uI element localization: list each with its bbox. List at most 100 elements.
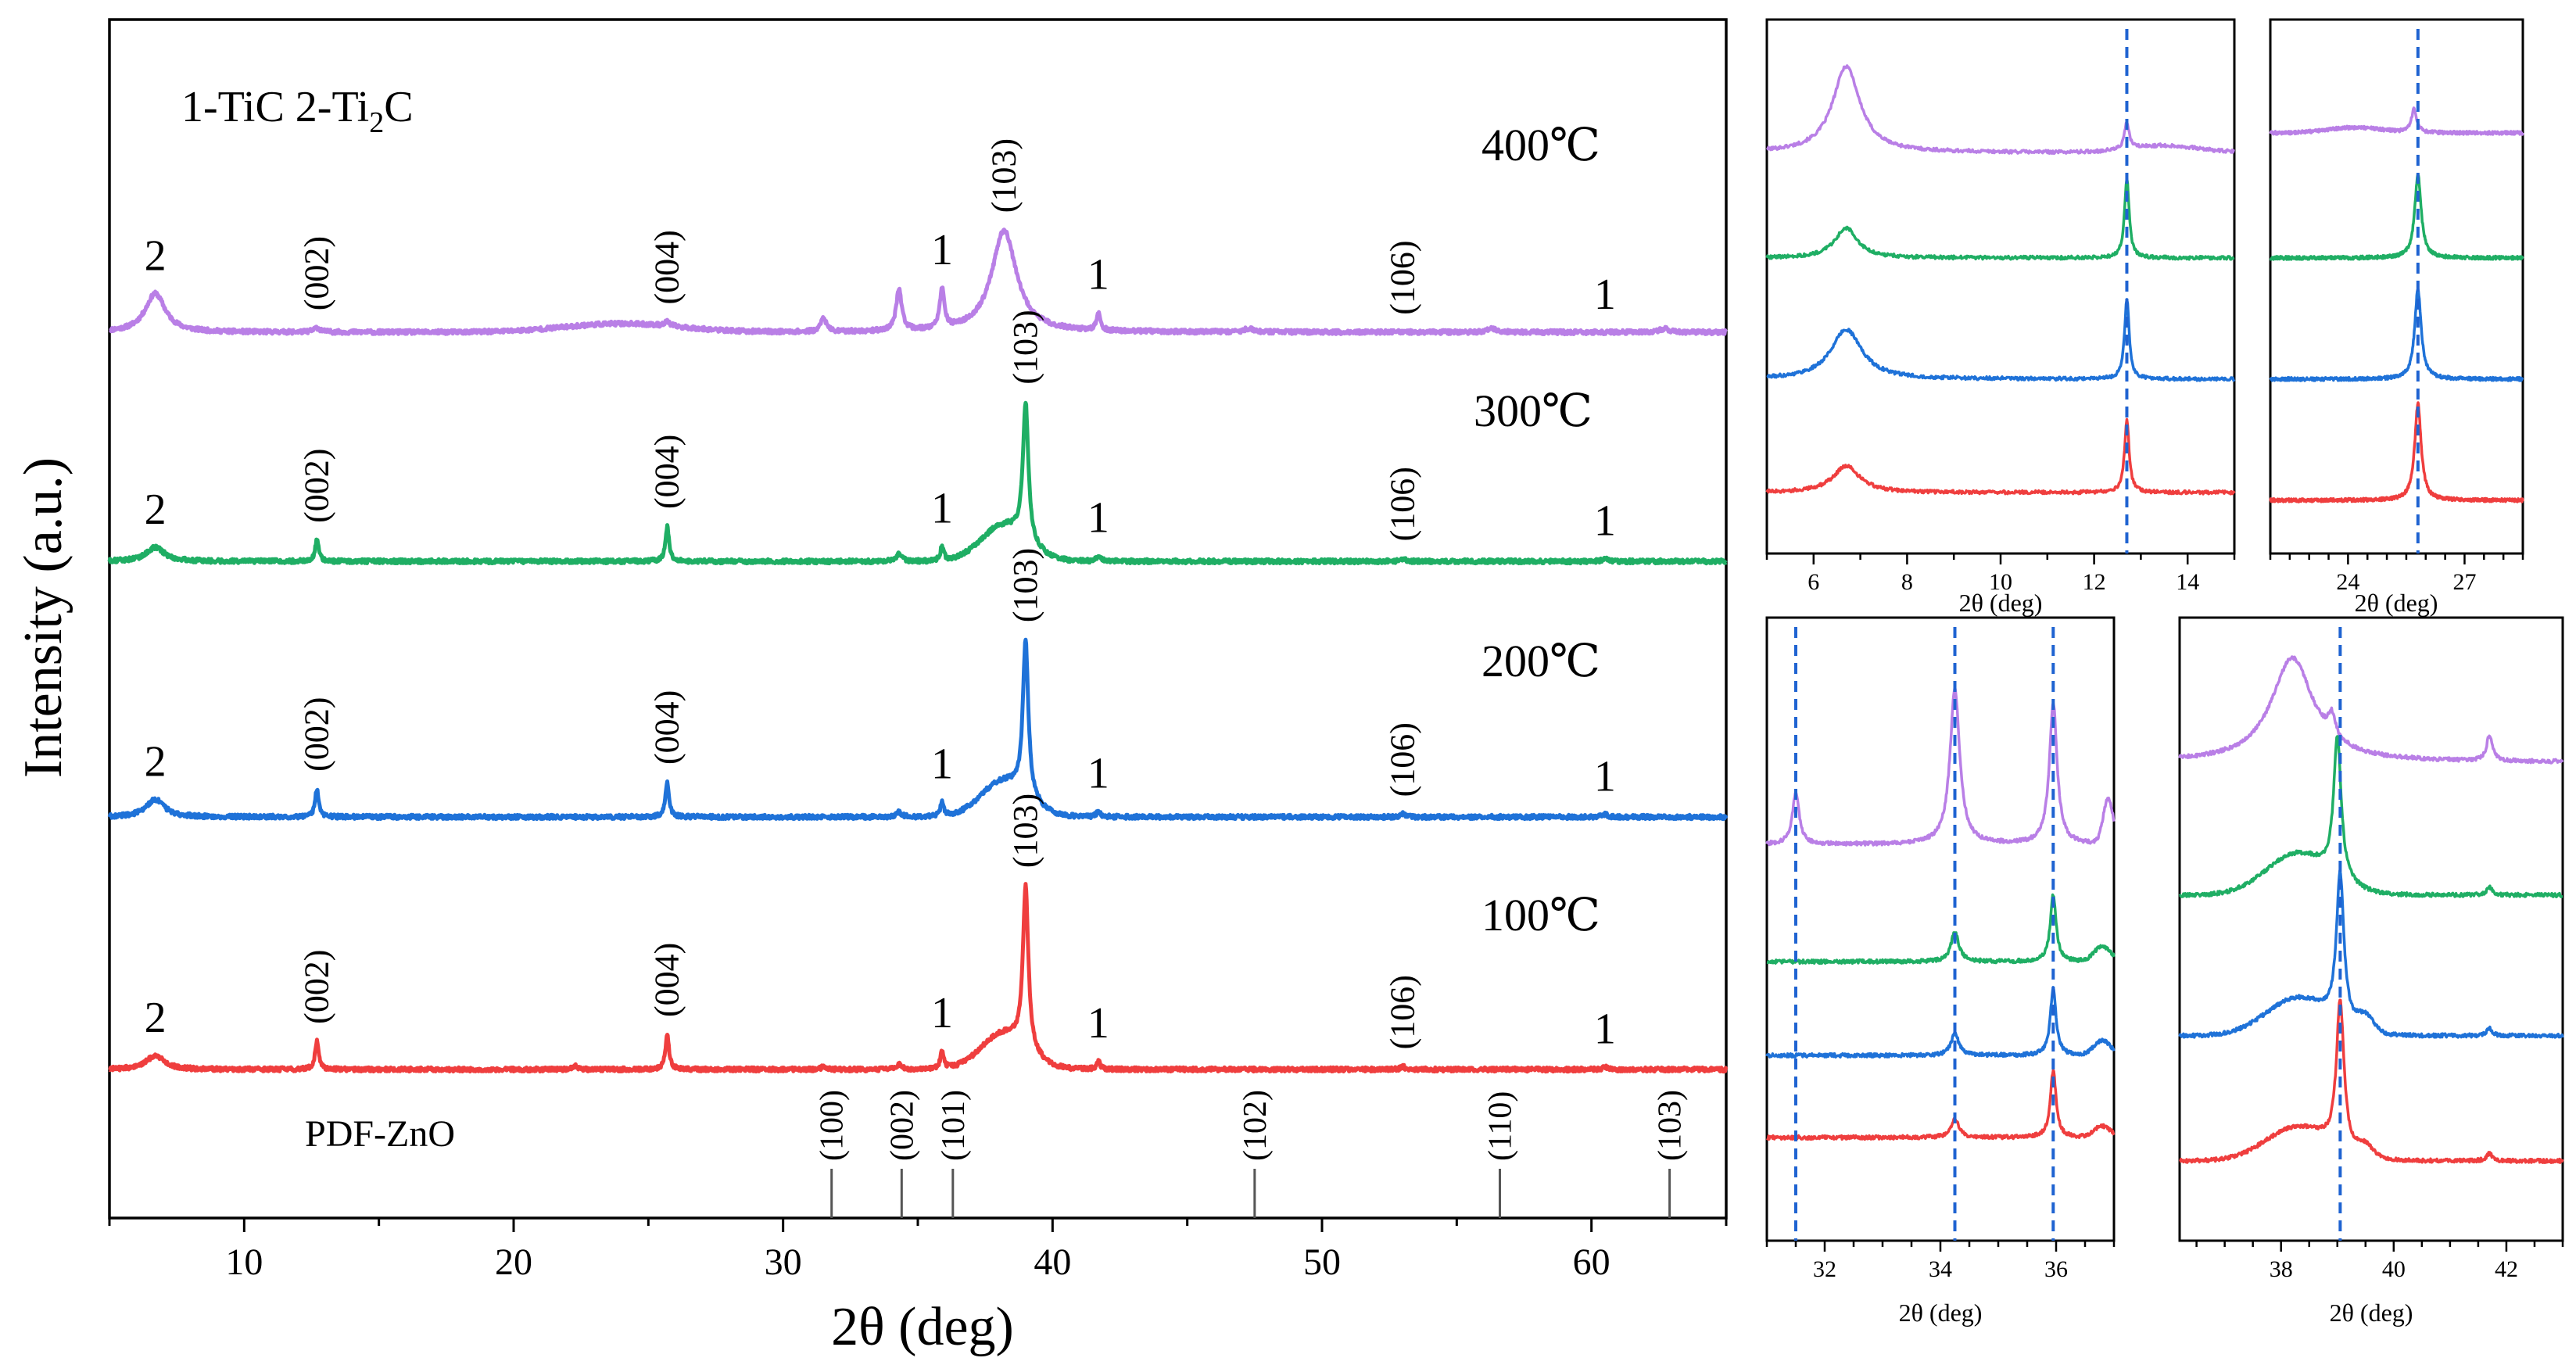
peak-label-phase: 1 xyxy=(931,989,953,1037)
inset_d-tick-label: 38 xyxy=(2270,1256,2293,1282)
x-tick-label: 30 xyxy=(765,1241,802,1283)
inset_a-series-line xyxy=(1765,177,2235,261)
inset_a-tick-label: 12 xyxy=(2083,569,2106,595)
peak-label-phase: 1 xyxy=(1594,270,1616,319)
reference-label: (110) xyxy=(1483,1091,1519,1161)
inset_b-series-line xyxy=(2269,106,2524,136)
inset_c-series-line xyxy=(1765,1069,2116,1141)
inset-a: 6 8 10 12 14 2θ (deg) xyxy=(1765,18,2236,617)
peak-label-phase: 1 xyxy=(1594,496,1616,545)
series-label-300: 300℃ xyxy=(1474,385,1593,436)
x-tick-label: 40 xyxy=(1034,1241,1071,1283)
inset_c-tick-label: 32 xyxy=(1813,1256,1836,1282)
main-panel: (100) (002) (101) (102) (110) (103) 10 20 30 40 5… xyxy=(13,18,1729,1357)
main-frame xyxy=(108,18,1728,1220)
inset_a-tick-label: 10 xyxy=(1989,569,2012,595)
inset_d-series-line xyxy=(2178,735,2563,898)
inset_b-series-line xyxy=(2269,401,2524,503)
peak-label: (103) xyxy=(1006,794,1044,868)
main-x-axis: 10 20 30 40 50 60 xyxy=(108,1218,1728,1283)
reference-label: (100) xyxy=(815,1090,851,1161)
peak-label: (106) xyxy=(1383,722,1421,797)
reference-lines-group: (100) (002) (101) (102) (110) (103) xyxy=(815,1090,1689,1218)
inset_d-tick-label: 42 xyxy=(2495,1256,2518,1282)
inset_a-tick-label: 14 xyxy=(2176,569,2199,595)
peak-label-phase: 2 xyxy=(145,232,167,281)
inset-a-xlabel: 2θ (deg) xyxy=(1959,589,2043,617)
reference-label: (103) xyxy=(1653,1090,1689,1161)
inset_a-series-line xyxy=(1765,64,2236,156)
legend-main: 1-TiC 2-Ti xyxy=(181,83,369,131)
inset-d-frame xyxy=(2178,616,2564,1242)
peak-label-phase: 1 xyxy=(931,740,953,789)
x-axis-label: 2θ (deg) xyxy=(831,1297,1014,1357)
inset_b-series-line xyxy=(2269,174,2524,261)
series-label-100: 100℃ xyxy=(1481,890,1600,940)
inset_b-series-line xyxy=(2269,288,2524,382)
peak-label: (004) xyxy=(648,435,686,509)
inset_d-series-line xyxy=(2178,655,2564,765)
peak-label-phase: 1 xyxy=(1087,999,1109,1048)
x-tick-label: 60 xyxy=(1573,1241,1610,1283)
series-line-300C xyxy=(107,400,1728,566)
inset-b-xlabel: 2θ (deg) xyxy=(2355,589,2438,617)
peak-label: (106) xyxy=(1383,467,1421,541)
inset-c-series-group: 32 34 36 xyxy=(1765,627,2116,1282)
inset_a-series-line xyxy=(1765,417,2236,496)
peak-label: (004) xyxy=(648,690,686,765)
inset_d-series-line xyxy=(2179,998,2564,1164)
inset-c: 32 34 36 2θ (deg) xyxy=(1765,616,2116,1327)
peak-label: (004) xyxy=(648,230,686,304)
inset_a-tick-label: 6 xyxy=(1807,569,1819,595)
x-tick-label: 10 xyxy=(225,1241,263,1283)
reference-label: (002) xyxy=(884,1090,920,1161)
peak-label-phase: 2 xyxy=(145,485,167,534)
inset-a-series-group: 6 8 10 12 14 xyxy=(1765,29,2236,595)
inset-b-series-group: 24 27 xyxy=(2269,29,2524,595)
peak-label-phase: 2 xyxy=(145,994,167,1042)
legend-text: 1-TiC 2-Ti2C xyxy=(181,83,414,139)
reference-label: (101) xyxy=(936,1090,972,1161)
inset-c-xlabel: 2θ (deg) xyxy=(1899,1299,1983,1327)
peak-label-phase: 1 xyxy=(1087,749,1109,797)
series-line-400C xyxy=(108,228,1728,337)
peak-label-phase: 2 xyxy=(145,738,167,786)
y-axis-label: Intensity (a.u.) xyxy=(13,457,73,778)
peak-label-phase: 1 xyxy=(1087,493,1109,542)
legend-subscript: 2 xyxy=(369,106,384,139)
series-label-400: 400℃ xyxy=(1481,120,1600,170)
reference-label: PDF-ZnO xyxy=(305,1113,455,1155)
peak-label-phase: 1 xyxy=(931,485,953,533)
series-line-200C xyxy=(107,637,1729,822)
peak-label: (002) xyxy=(297,697,335,772)
peak-label-phase: 1 xyxy=(1087,250,1109,299)
inset_c-series-line xyxy=(1765,893,2116,966)
inset_a-series-line xyxy=(1766,298,2236,382)
inset_c-series-line xyxy=(1765,986,2116,1059)
x-tick-label: 50 xyxy=(1303,1241,1341,1283)
series-label-200: 200℃ xyxy=(1481,636,1600,686)
peak-labels-group: 2 (002) (004) 1 (103) 1 (106) 1 2 (002) (004) 1 (103… xyxy=(145,138,1616,1053)
inset-b-frame xyxy=(2269,18,2524,555)
peak-label: (103) xyxy=(1006,548,1044,622)
peak-label-phase: 1 xyxy=(931,226,953,274)
peak-label: (103) xyxy=(1006,310,1044,384)
peak-label: (002) xyxy=(297,449,335,523)
peak-label: (103) xyxy=(984,138,1023,213)
series-line-100C xyxy=(108,882,1729,1074)
legend-tail: C xyxy=(384,83,413,131)
inset_d-tick-label: 40 xyxy=(2382,1256,2406,1282)
inset-d: 38 40 42 2θ (deg) xyxy=(2178,616,2564,1327)
peak-label-phase: 1 xyxy=(1594,1005,1616,1053)
peak-label: (004) xyxy=(648,943,686,1017)
peak-label: (002) xyxy=(297,950,335,1024)
x-tick-label: 20 xyxy=(495,1241,532,1283)
inset-b: 24 27 2θ (deg) xyxy=(2269,18,2524,617)
inset_a-tick-label: 8 xyxy=(1901,569,1913,595)
peak-label-phase: 1 xyxy=(1594,752,1616,801)
inset_c-series-line xyxy=(1765,685,2116,847)
peak-label: (106) xyxy=(1383,975,1421,1049)
peak-label: (106) xyxy=(1383,240,1421,314)
inset-d-series-group: 38 40 42 xyxy=(2178,627,2564,1282)
inset_d-series-line xyxy=(2178,869,2564,1039)
